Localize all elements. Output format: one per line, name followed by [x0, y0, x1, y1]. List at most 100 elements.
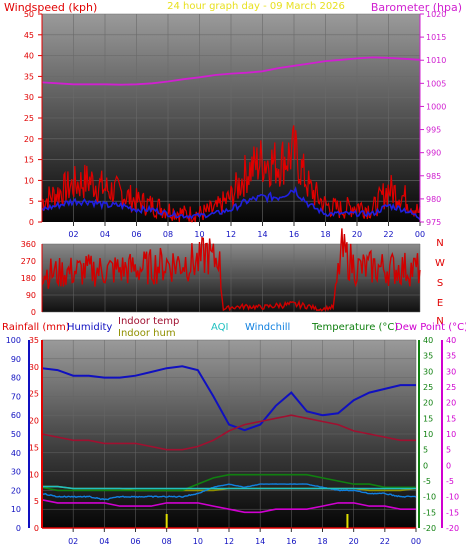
hour-tick-label: 22 — [380, 537, 390, 546]
windspeed-tick-label: 20 — [24, 135, 34, 144]
wind-direction-series — [41, 228, 421, 312]
dew-point-tick-label: 15 — [446, 414, 456, 423]
rainfall-axis-ticks: 0 5 10 15 20 25 30 35 — [29, 336, 39, 533]
hour-tick-label: 02 — [68, 230, 78, 239]
rainfall-tick-label: 5 — [34, 497, 39, 506]
hour-axis-ticks-top: 02 04 06 08 10 12 14 16 18 20 22 00 — [68, 222, 425, 239]
humidity-tick-label: 60 — [11, 411, 21, 420]
legend-temperature: Temperature (°C) — [311, 322, 398, 333]
hour-tick-label: 16 — [289, 230, 299, 239]
barometer-line — [41, 56, 421, 86]
dew-point-tick-label: 30 — [446, 367, 456, 376]
windspeed-tick-label: 30 — [24, 93, 34, 102]
hour-tick-label: 22 — [383, 230, 393, 239]
hour-tick-label: 00 — [411, 537, 421, 546]
legend-humidity: Humidity — [67, 322, 112, 333]
barometer-tick-label: 1020 — [426, 10, 446, 19]
hour-tick-label: 18 — [317, 537, 327, 546]
humidity-tick-label: 80 — [11, 374, 21, 383]
barometer-tick-label: 985 — [426, 172, 441, 181]
humidity-tick-label: 20 — [11, 486, 21, 495]
barometer-tick-label: 995 — [426, 126, 441, 135]
humidity-axis-ticks: 0 10 20 30 40 50 60 70 80 90 100 — [6, 336, 21, 533]
direction-tick-label: 180 — [21, 274, 36, 283]
hour-tick-label: 04 — [99, 537, 109, 546]
windspeed-average-line — [41, 185, 421, 221]
legend-indoor-temp: Indoor temp — [118, 316, 179, 327]
dew-point-axis-ticks: -20 -15 -10 -5 0 5 10 15 20 25 30 35 40 — [446, 336, 459, 533]
dew-point-tick-label: 5 — [446, 446, 451, 455]
barometer-tick-label: 990 — [426, 149, 441, 158]
windspeed-tick-label: 15 — [24, 156, 34, 165]
temperature-tick-label: -20 — [423, 524, 436, 533]
wind-direction-axis-ticks: 0 90 180 270 360 — [21, 240, 43, 317]
dew-point-tick-label: 40 — [446, 336, 456, 345]
dew-point-tick-label: 0 — [446, 461, 451, 470]
humidity-tick-label: 70 — [11, 392, 21, 401]
temperature-line — [41, 473, 416, 492]
rainfall-tick-label: 35 — [29, 336, 39, 345]
indoor-temp-line — [41, 414, 416, 451]
barometer-axis-label: Barometer (hpa) — [371, 1, 462, 14]
humidity-tick-label: 10 — [11, 505, 21, 514]
climate-gridlines — [42, 339, 417, 528]
hour-tick-label: 20 — [352, 230, 362, 239]
barometer-tick-label: 1015 — [426, 33, 446, 42]
dew-point-tick-label: -15 — [446, 508, 459, 517]
hour-tick-label: 20 — [349, 537, 359, 546]
humidity-tick-label: 50 — [11, 430, 21, 439]
direction-tick-label: 0 — [31, 308, 36, 317]
wind-pressure-series — [41, 56, 421, 223]
rainfall-tick-label: 0 — [34, 524, 39, 533]
temperature-tick-label: 35 — [423, 352, 433, 361]
windspeed-tick-label: 5 — [29, 197, 34, 206]
wind-direction-line — [41, 228, 421, 312]
hour-tick-label: 02 — [68, 537, 78, 546]
temperature-tick-label: 10 — [423, 430, 433, 439]
aqi-line — [42, 485, 416, 490]
temperature-axis-ticks: -20 -15 -10 -5 0 5 10 15 20 25 30 35 40 — [423, 336, 436, 533]
hour-tick-label: 14 — [257, 230, 267, 239]
windspeed-axis-ticks: 0 5 10 15 20 25 30 35 40 45 50 — [24, 10, 42, 227]
barometer-tick-label: 1000 — [426, 102, 446, 111]
barometer-tick-label: 1010 — [426, 56, 446, 65]
legend-aqi: AQI — [211, 322, 229, 333]
temperature-tick-label: 25 — [423, 383, 433, 392]
temperature-tick-label: 0 — [423, 461, 428, 470]
hour-tick-label: 16 — [286, 537, 296, 546]
dew-point-line — [41, 499, 416, 514]
compass-label: W — [435, 258, 445, 269]
barometer-tick-label: 980 — [426, 195, 441, 204]
hour-tick-label: 10 — [194, 230, 204, 239]
direction-tick-label: 270 — [21, 257, 36, 266]
dew-point-tick-label: -20 — [446, 524, 459, 533]
compass-label: N — [436, 238, 443, 249]
temperature-tick-label: 30 — [423, 367, 433, 376]
hour-tick-label: 12 — [224, 537, 234, 546]
chart-title: 24 hour graph day - 09 March 2026 — [167, 1, 345, 12]
windspeed-tick-label: 40 — [24, 52, 34, 61]
legend-rainfall: Rainfall (mm) — [2, 322, 70, 333]
hour-tick-label: 18 — [320, 230, 330, 239]
compass-label: E — [437, 298, 443, 309]
humidity-tick-label: 100 — [6, 336, 21, 345]
temperature-tick-label: -10 — [423, 493, 436, 502]
windspeed-tick-label: 35 — [24, 72, 34, 81]
dew-point-tick-label: 10 — [446, 430, 456, 439]
temperature-tick-label: -5 — [423, 477, 431, 486]
dew-point-tick-label: 25 — [446, 383, 456, 392]
hour-tick-label: 14 — [255, 537, 265, 546]
windspeed-axis-label: Windspeed (kph) — [4, 1, 97, 14]
temperature-tick-label: 40 — [423, 336, 433, 345]
hour-tick-label: 08 — [162, 537, 172, 546]
hour-tick-label: 06 — [130, 537, 140, 546]
compass-label: S — [437, 278, 443, 289]
hour-tick-label: 10 — [193, 537, 203, 546]
windspeed-tick-label: 25 — [24, 114, 34, 123]
windspeed-line — [41, 125, 421, 223]
dew-point-tick-label: 35 — [446, 352, 456, 361]
hour-tick-label: 06 — [131, 230, 141, 239]
hour-tick-label: 00 — [415, 230, 425, 239]
